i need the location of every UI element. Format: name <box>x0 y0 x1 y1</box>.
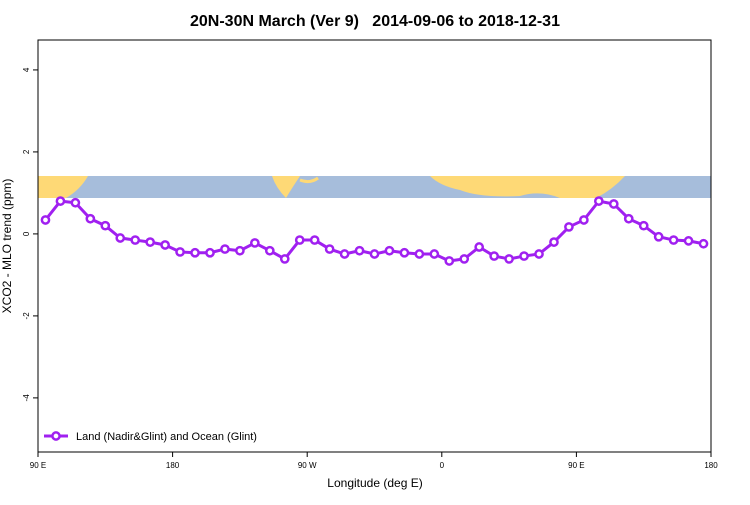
data-point <box>429 249 440 259</box>
data-point <box>504 254 514 264</box>
x-tick-label: 180 <box>166 461 180 470</box>
data-point <box>519 251 529 261</box>
y-tick-label: 0 <box>22 231 31 236</box>
data-point <box>564 222 574 232</box>
data-point <box>324 244 335 254</box>
y-tick-label: 2 <box>22 149 31 154</box>
data-point <box>549 237 559 247</box>
data-point <box>175 247 185 257</box>
data-point <box>160 240 170 250</box>
legend-label: Land (Nadir&Glint) and Ocean (Glint) <box>76 431 257 443</box>
data-point <box>220 244 230 254</box>
data-point <box>698 238 709 249</box>
plot-frame <box>37 39 712 453</box>
data-point <box>534 249 544 259</box>
x-tick-label: 90 E <box>568 461 584 470</box>
y-axis-label: XCO2 - MLO trend (ppm) <box>0 179 14 314</box>
data-point <box>250 238 260 248</box>
data-point <box>70 197 81 208</box>
data-point <box>638 220 649 231</box>
data-point <box>85 213 96 224</box>
data-point <box>623 213 634 224</box>
data-point <box>55 196 66 206</box>
data-point <box>459 254 470 264</box>
data-point <box>653 231 664 242</box>
data-point <box>309 235 320 245</box>
data-point <box>369 249 380 259</box>
data-point <box>145 237 156 247</box>
data-point <box>130 235 141 245</box>
data-point <box>668 235 679 245</box>
x-tick-label: 90 E <box>30 461 46 470</box>
data-point <box>414 249 425 259</box>
x-tick-label: 0 <box>440 461 445 470</box>
map-strip <box>38 176 711 198</box>
y-tick-label: -4 <box>22 394 31 402</box>
x-tick-label: 180 <box>704 461 718 470</box>
chart-title: 20N-30N March (Ver 9) 2014-09-06 to 2018… <box>190 13 560 30</box>
data-point <box>40 215 51 225</box>
plot-layer: 90 E 180 90 W 0 90 E 180 -4 -2 0 2 4 Land (Nadir&Gl… <box>22 67 718 470</box>
data-point <box>683 236 694 246</box>
data-point <box>264 245 275 256</box>
data-point <box>354 245 365 256</box>
y-tick-label: -2 <box>22 312 31 320</box>
data-point <box>205 247 215 258</box>
data-point <box>190 247 200 258</box>
data-point <box>100 220 111 231</box>
data-point <box>115 233 126 243</box>
x-axis-label: Longitude (deg E) <box>327 476 422 490</box>
data-point <box>235 245 245 256</box>
data-point <box>579 215 589 225</box>
data-point <box>339 249 350 259</box>
x-tick-label: 90 W <box>298 461 317 470</box>
data-point <box>593 196 604 206</box>
legend-marker <box>51 431 61 441</box>
data-point <box>279 254 290 264</box>
data-point <box>608 199 619 209</box>
data-point <box>399 247 410 258</box>
data-point <box>384 245 395 256</box>
data-point <box>489 251 499 261</box>
data-point <box>444 256 455 266</box>
data-point <box>294 235 305 245</box>
y-tick-label: 4 <box>22 67 31 72</box>
data-point <box>474 242 485 252</box>
